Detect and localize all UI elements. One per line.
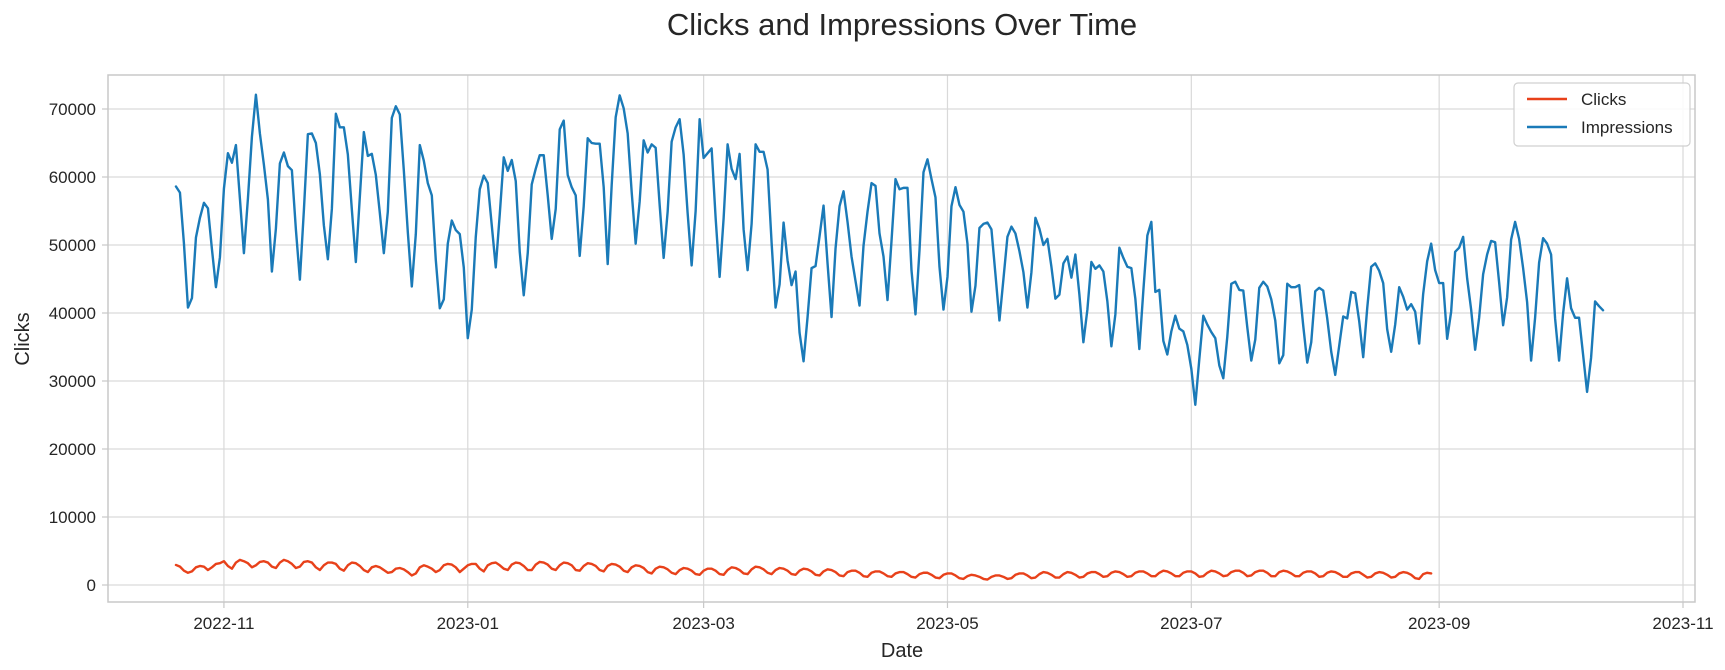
series-line-impressions [174, 93, 1605, 406]
x-tick-label: 2023-11 [1652, 614, 1713, 633]
x-tick-label: 2023-03 [672, 614, 734, 633]
y-tick-label: 70000 [49, 100, 96, 119]
y-tick-label: 40000 [49, 304, 96, 323]
series-layer [174, 93, 1605, 581]
series-line-clicks [174, 558, 1433, 581]
y-tick-label: 30000 [49, 372, 96, 391]
x-tick-label: 2023-09 [1408, 614, 1470, 633]
legend-label-impressions: Impressions [1581, 118, 1673, 137]
legend-label-clicks: Clicks [1581, 90, 1626, 109]
y-tick-label: 10000 [49, 508, 96, 527]
x-tick-label: 2023-01 [437, 614, 499, 633]
chart-title: Clicks and Impressions Over Time [667, 7, 1137, 42]
x-axis-ticks: 2022-11 2023-01 2023-03 2023-05 2023-07 2023-… [193, 602, 1714, 633]
y-tick-label: 0 [87, 576, 96, 595]
legend: Clicks Impressions [1513, 82, 1691, 147]
plot-frame [107, 74, 1696, 603]
y-tick-label: 60000 [49, 168, 96, 187]
y-tick-label: 50000 [49, 236, 96, 255]
x-tick-label: 2023-05 [916, 614, 978, 633]
x-axis-label: Date [881, 640, 923, 662]
y-axis-label: Clicks [12, 312, 34, 365]
y-tick-label: 20000 [49, 440, 96, 459]
x-tick-label: 2023-07 [1160, 614, 1222, 633]
grid [108, 75, 1695, 602]
y-axis-ticks: 0 10000 20000 30000 40000 50000 60000 70000 [49, 100, 108, 595]
x-tick-label: 2022-11 [193, 614, 254, 633]
